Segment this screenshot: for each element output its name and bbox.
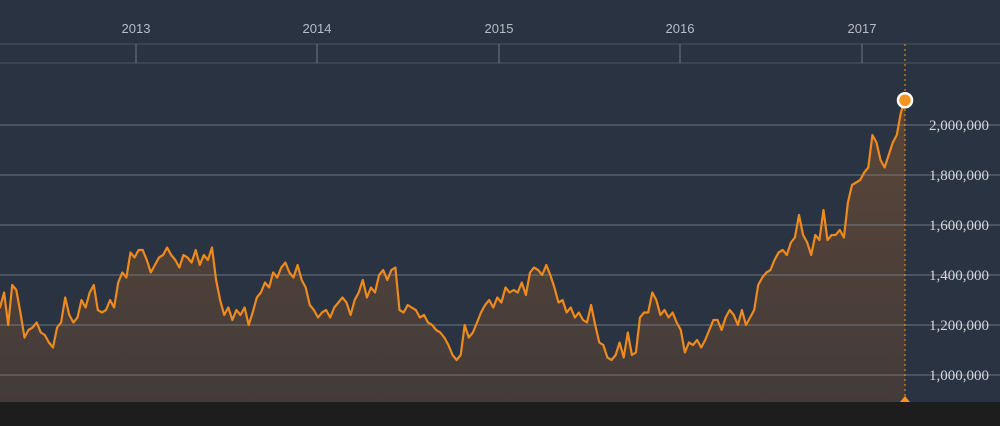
x-tick-label-2013: 2013	[122, 21, 151, 36]
x-tick-label-2016: 2016	[666, 21, 695, 36]
y-tick-label-1800000: 1,800,000	[929, 168, 989, 184]
x-axis: 2013 2014 2015 2016 2017	[0, 21, 1000, 64]
series-line	[0, 99, 907, 362]
bottom-bar	[0, 402, 1000, 426]
y-tick-label-2000000: 2,000,000	[929, 118, 989, 134]
y-axis: 1,000,000 1,200,000 1,400,000 1,600,000 1,80…	[929, 118, 989, 384]
series-line-path	[0, 99, 907, 362]
latest-point[interactable]	[896, 92, 914, 109]
y-tick-label-1400000: 1,400,000	[929, 268, 989, 284]
x-tick-label-2015: 2015	[485, 21, 514, 36]
x-tick-label-2017: 2017	[848, 21, 877, 36]
y-tick-label-1600000: 1,600,000	[929, 218, 989, 234]
y-tick-label-1000000: 1,000,000	[929, 368, 989, 384]
x-tick-label-2014: 2014	[303, 21, 332, 36]
y-gridlines	[0, 124, 1000, 376]
y-tick-label-1200000: 1,200,000	[929, 318, 989, 334]
